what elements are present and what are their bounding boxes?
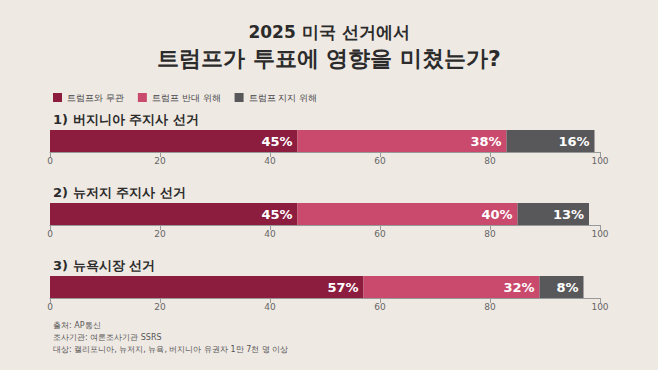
svg-text:100: 100 (591, 156, 608, 166)
svg-text:조사기관: 여론조사기관 SSRS: 조사기관: 여론조사기관 SSRS (53, 333, 162, 342)
svg-text:32%: 32% (503, 280, 534, 295)
svg-text:60: 60 (374, 302, 386, 312)
svg-text:80: 80 (484, 229, 496, 239)
svg-text:0: 0 (47, 302, 53, 312)
svg-text:20: 20 (154, 156, 166, 166)
svg-text:38%: 38% (470, 134, 501, 149)
svg-text:2) 뉴저지 주지사 선거: 2) 뉴저지 주지사 선거 (53, 185, 186, 200)
svg-text:0: 0 (47, 156, 53, 166)
svg-text:40: 40 (264, 302, 276, 312)
svg-text:출처: AP통신: 출처: AP통신 (53, 321, 101, 330)
svg-text:8%: 8% (556, 280, 578, 295)
svg-text:45%: 45% (261, 134, 292, 149)
svg-text:20: 20 (154, 302, 166, 312)
svg-text:60: 60 (374, 156, 386, 166)
svg-text:40: 40 (264, 156, 276, 166)
svg-text:57%: 57% (327, 280, 358, 295)
svg-text:2025 미국 선거에서: 2025 미국 선거에서 (248, 22, 409, 42)
svg-text:트럼프 반대 위해: 트럼프 반대 위해 (152, 93, 221, 103)
svg-text:20: 20 (154, 229, 166, 239)
svg-text:트럼프와 무관: 트럼프와 무관 (67, 93, 124, 103)
svg-text:40: 40 (264, 229, 276, 239)
svg-text:트럼프 지지 위해: 트럼프 지지 위해 (249, 93, 318, 103)
svg-text:0: 0 (47, 229, 53, 239)
svg-text:13%: 13% (553, 207, 584, 222)
svg-text:80: 80 (484, 302, 496, 312)
svg-text:100: 100 (591, 229, 608, 239)
svg-text:1) 버지니아 주지사 선거: 1) 버지니아 주지사 선거 (53, 112, 199, 127)
svg-text:3) 뉴욕시장 선거: 3) 뉴욕시장 선거 (53, 258, 155, 273)
svg-text:60: 60 (374, 229, 386, 239)
svg-text:45%: 45% (261, 207, 292, 222)
svg-text:16%: 16% (558, 134, 589, 149)
svg-text:대상: 캘리포니아, 뉴저지, 뉴욕, 버지니아 유권자 1: 대상: 캘리포니아, 뉴저지, 뉴욕, 버지니아 유권자 1만 7천 명 이상 (53, 345, 288, 354)
svg-text:100: 100 (591, 302, 608, 312)
svg-text:80: 80 (484, 156, 496, 166)
svg-text:트럼프가 투표에 영향을 미쳤는가?: 트럼프가 투표에 영향을 미쳤는가? (157, 46, 501, 71)
svg-text:40%: 40% (481, 207, 512, 222)
